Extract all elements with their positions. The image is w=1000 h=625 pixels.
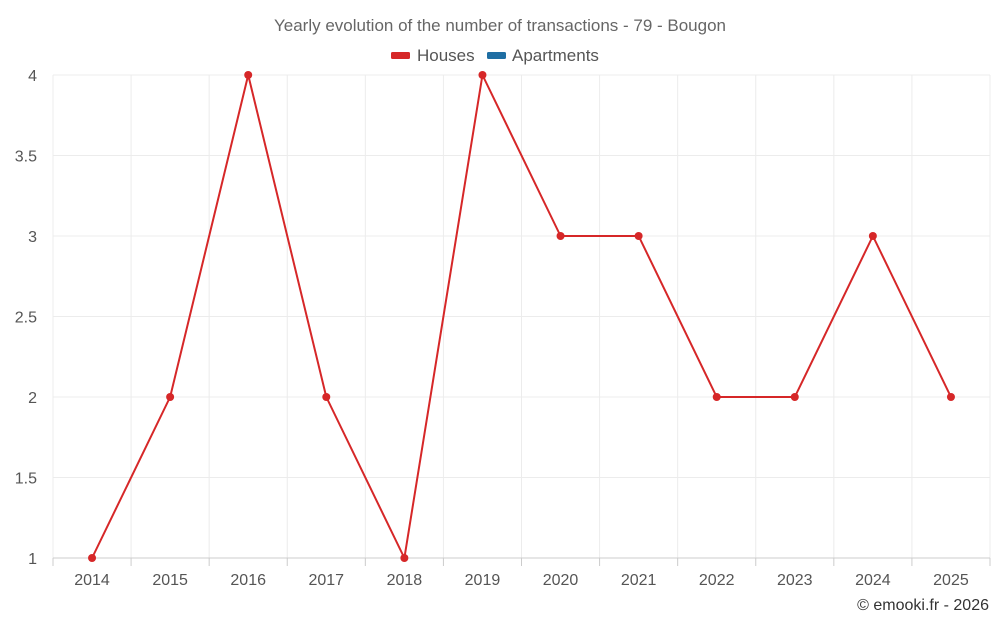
chart-title: Yearly evolution of the number of transa… [274, 16, 726, 35]
y-tick-label: 3.5 [15, 149, 37, 166]
data-point-houses-2021[interactable] [634, 232, 643, 240]
y-tick-label: 2 [28, 390, 37, 407]
x-tick-label: 2023 [777, 572, 813, 589]
x-tick-label: 2024 [855, 572, 891, 589]
x-tick-label: 2025 [933, 572, 969, 589]
legend-label-houses[interactable]: Houses [417, 46, 475, 65]
x-tick-label: 2019 [465, 572, 501, 589]
data-point-houses-2014[interactable] [88, 554, 97, 562]
x-tick-label: 2015 [152, 572, 188, 589]
x-tick-label: 2017 [308, 572, 344, 589]
series-line-houses[interactable] [91, 74, 952, 559]
series-layer [88, 71, 955, 562]
data-point-houses-2018[interactable] [400, 554, 409, 562]
x-tick-label: 2022 [699, 572, 735, 589]
x-tick-label: 2018 [387, 572, 423, 589]
y-tick-label: 1 [28, 551, 37, 568]
data-point-houses-2022[interactable] [712, 393, 721, 401]
y-tick-label: 2.5 [15, 310, 37, 327]
y-tick-label: 1.5 [15, 471, 37, 488]
data-point-houses-2024[interactable] [868, 232, 877, 240]
y-tick-label: 3 [28, 229, 37, 246]
legend-label-apartments[interactable]: Apartments [512, 46, 599, 65]
credit-text: © emooki.fr - 2026 [857, 597, 989, 614]
grid [52, 74, 991, 559]
data-point-houses-2020[interactable] [556, 232, 565, 240]
x-tick-label: 2020 [543, 572, 579, 589]
legend-swatch-houses[interactable] [391, 52, 410, 59]
x-tick-label: 2016 [230, 572, 266, 589]
legend: Houses Apartments [391, 46, 599, 65]
y-axis-ticks: 1 1.5 2 2.5 3 3.5 4 [15, 68, 37, 568]
data-point-houses-2025[interactable] [946, 393, 955, 401]
data-point-houses-2023[interactable] [790, 393, 799, 401]
data-point-houses-2015[interactable] [166, 393, 175, 401]
data-point-houses-2019[interactable] [478, 71, 487, 79]
y-tick-label: 4 [28, 68, 37, 85]
data-point-houses-2017[interactable] [322, 393, 331, 401]
data-point-houses-2016[interactable] [244, 71, 253, 79]
x-tick-label: 2014 [74, 572, 110, 589]
x-axis-ticks: 2014 2015 2016 2017 2018 2019 2020 2021 2022 2023… [52, 558, 991, 589]
x-tick-label: 2021 [621, 572, 657, 589]
legend-swatch-apartments[interactable] [487, 52, 506, 59]
